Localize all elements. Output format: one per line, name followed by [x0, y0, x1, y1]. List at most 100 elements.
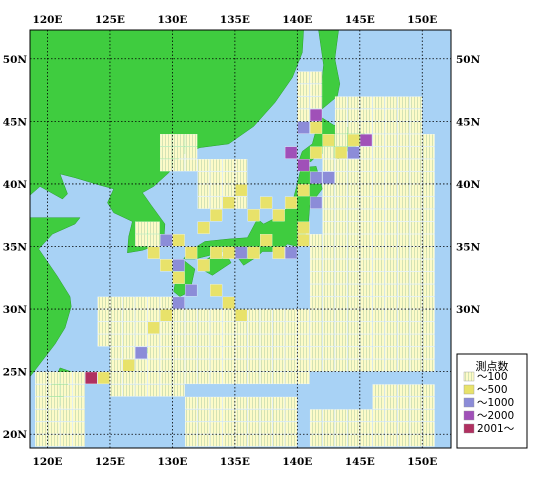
bin-cell-lt100 — [422, 309, 435, 322]
bin-cell-1000 — [172, 259, 185, 272]
bin-cell-lt100 — [122, 309, 135, 322]
bin-cell-lt100 — [359, 146, 373, 159]
bin-cell-lt100 — [60, 409, 73, 422]
bin-cell-lt100 — [272, 421, 285, 435]
bin-cell-lt100 — [309, 346, 323, 359]
bin-cell-lt100 — [260, 396, 273, 410]
bin-cell-lt100 — [347, 108, 360, 122]
lat-tick-label-right: 40N — [456, 179, 481, 191]
bin-cell-lt100 — [309, 421, 323, 435]
bin-cell-lt100 — [235, 359, 248, 372]
bin-cell-lt100 — [110, 334, 123, 347]
bin-cell-lt100 — [334, 284, 348, 297]
bin-cell-lt100 — [72, 371, 85, 385]
lon-tick-label-bottom: 135E — [220, 456, 250, 468]
bin-cell-lt100 — [210, 346, 223, 359]
bin-cell-lt100 — [359, 259, 373, 272]
bin-cell-lt100 — [347, 259, 360, 272]
bin-cell-lt100 — [160, 159, 173, 172]
bin-cell-lt100 — [384, 221, 398, 234]
bin-cell-2000 — [284, 146, 298, 159]
bin-cell-lt100 — [284, 434, 298, 447]
bin-cell-lt100 — [122, 334, 135, 347]
bin-cell-lt100 — [322, 284, 335, 297]
lat-tick-label-left: 25N — [3, 367, 28, 379]
bin-cell-lt100 — [172, 321, 185, 334]
bin-cell-lt100 — [397, 346, 410, 359]
bin-cell-lt100 — [72, 421, 85, 435]
bin-cell-500 — [235, 309, 248, 322]
bin-cell-lt100 — [47, 384, 60, 397]
bin-cell-lt100 — [235, 321, 248, 334]
bin-cell-lt100 — [409, 121, 423, 134]
bin-cell-lt100 — [359, 359, 373, 372]
bin-cell-lt100 — [210, 334, 223, 347]
bin-cell-lt100 — [322, 209, 335, 222]
legend-item-label: ～1000 — [477, 397, 514, 409]
bin-cell-lt100 — [222, 359, 235, 372]
bin-cell-lt100 — [409, 284, 423, 297]
legend-item-label: 2001～ — [477, 423, 515, 435]
map-frame — [29, 29, 452, 449]
bin-cell-lt100 — [185, 396, 198, 410]
bin-cell-lt100 — [409, 96, 423, 109]
bin-cell-lt100 — [222, 334, 235, 347]
bin-cell-lt100 — [372, 359, 385, 372]
bin-cell-lt100 — [210, 184, 223, 197]
bin-cell-lt100 — [397, 384, 410, 397]
bin-cell-lt100 — [172, 309, 185, 322]
bin-cell-lt100 — [185, 421, 198, 435]
lon-tick-label-top: 140E — [282, 14, 312, 26]
bin-cell-lt100 — [359, 234, 373, 247]
bin-cell-lt100 — [222, 184, 235, 197]
bin-cell-lt100 — [347, 409, 360, 422]
legend-item-label: ～500 — [477, 384, 508, 396]
bin-cell-lt100 — [97, 296, 110, 309]
bin-cell-lt100 — [409, 396, 423, 410]
bin-cell-lt100 — [210, 321, 223, 334]
lat-tick-label-right: 45N — [456, 116, 481, 128]
bin-cell-lt100 — [322, 159, 335, 172]
bin-cell-lt100 — [372, 171, 385, 184]
bin-cell-lt100 — [322, 421, 335, 435]
bin-cell-lt100 — [185, 409, 198, 422]
bin-cell-lt100 — [397, 134, 410, 147]
bin-cell-lt100 — [160, 359, 173, 372]
bin-cell-lt100 — [160, 334, 173, 347]
bin-cell-lt100 — [397, 221, 410, 234]
bin-cell-lt100 — [384, 346, 398, 359]
bin-cell-lt100 — [297, 83, 310, 97]
bin-cell-lt100 — [260, 334, 273, 347]
bin-cell-lt100 — [185, 359, 198, 372]
legend-swatch — [463, 371, 475, 382]
bin-cell-lt100 — [222, 321, 235, 334]
bin-cell-500 — [210, 284, 223, 297]
bin-cell-lt100 — [260, 309, 273, 322]
bin-cell-lt100 — [172, 134, 185, 147]
lon-tick-label-bottom: 150E — [407, 456, 437, 468]
bin-cell-lt100 — [272, 309, 285, 322]
bin-cell-lt100 — [347, 246, 360, 259]
bin-cell-lt100 — [409, 296, 423, 309]
bin-cell-lt100 — [197, 196, 210, 209]
bin-cell-lt100 — [322, 321, 335, 334]
bin-cell-500 — [284, 196, 298, 209]
bin-cell-lt100 — [284, 371, 298, 385]
bin-cell-lt100 — [334, 196, 348, 209]
bin-cell-lt100 — [334, 346, 348, 359]
bin-cell-lt100 — [135, 384, 148, 397]
bin-cell-lt100 — [197, 321, 210, 334]
bin-cell-lt100 — [122, 371, 135, 385]
bin-cell-lt100 — [35, 434, 48, 447]
bin-cell-lt100 — [397, 359, 410, 372]
bin-cell-lt100 — [372, 296, 385, 309]
bin-cell-1000 — [347, 146, 360, 159]
bin-cell-lt100 — [185, 134, 198, 147]
bin-cell-lt100 — [197, 409, 210, 422]
bin-cell-2000 — [297, 159, 310, 172]
bin-cell-lt100 — [347, 284, 360, 297]
bin-cell-lt100 — [309, 83, 323, 97]
bin-cell-lt100 — [247, 346, 260, 359]
bin-cell-lt100 — [122, 296, 135, 309]
bin-cell-lt100 — [172, 359, 185, 372]
